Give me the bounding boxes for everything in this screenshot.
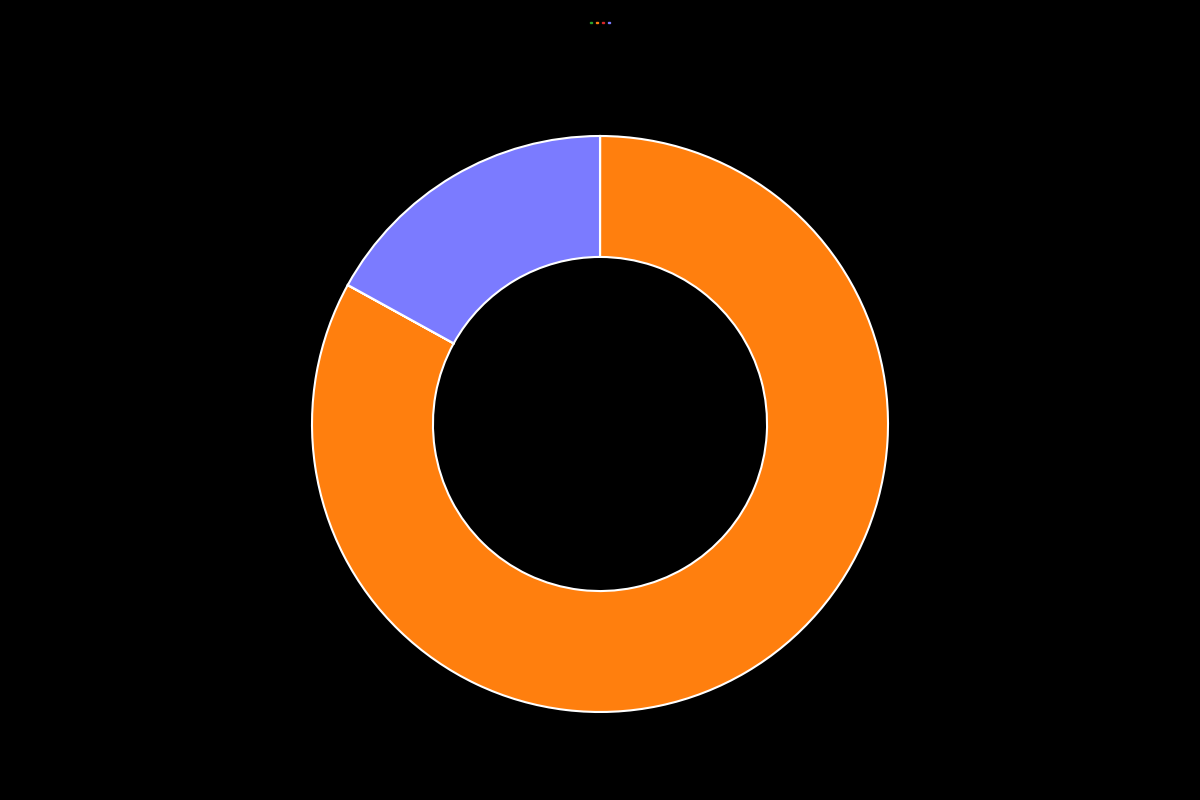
Wedge shape bbox=[348, 285, 454, 343]
Legend: , , , : , , , bbox=[589, 22, 611, 24]
Wedge shape bbox=[312, 136, 888, 712]
Wedge shape bbox=[348, 136, 600, 343]
